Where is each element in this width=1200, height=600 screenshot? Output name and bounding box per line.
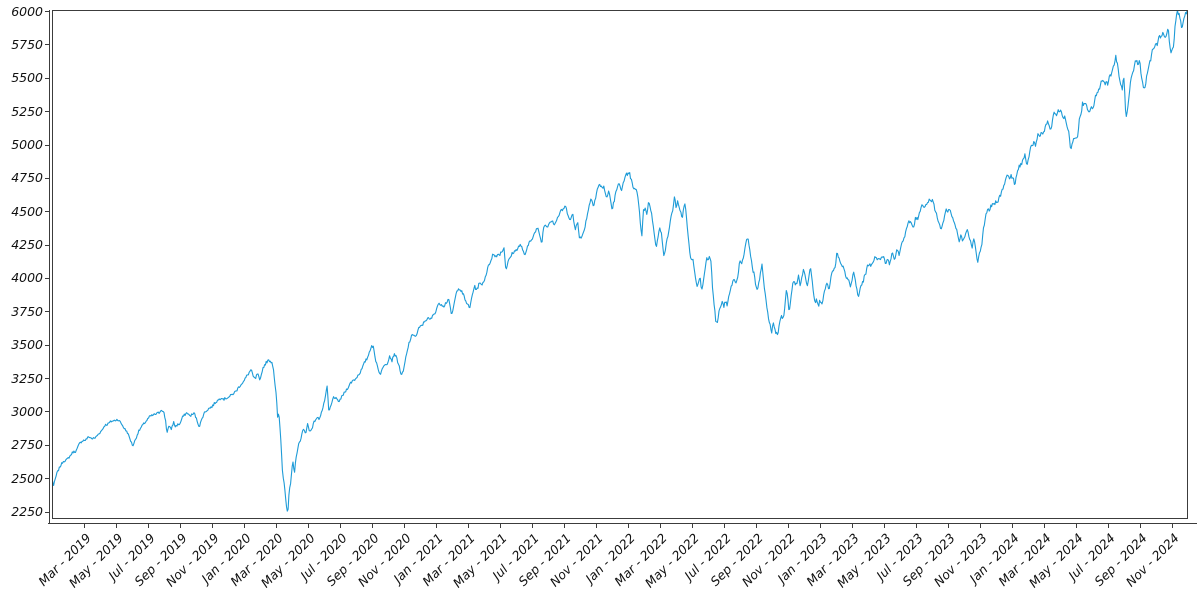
y-tick-mark (45, 244, 49, 246)
y-tick-mark (45, 44, 49, 46)
x-tick-mark (883, 524, 885, 528)
y-tick-mark (45, 277, 49, 279)
y-tick-mark (45, 411, 49, 413)
y-tick-label: 2750 (11, 437, 43, 453)
y-tick-mark (45, 11, 49, 12)
plot-area (52, 10, 1188, 519)
x-tick-mark (787, 524, 789, 528)
x-tick-mark (755, 524, 757, 528)
x-tick-mark (1075, 524, 1077, 528)
x-tick-mark (467, 524, 469, 528)
x-tick-mark (435, 524, 437, 528)
y-tick-label: 6000 (11, 3, 43, 19)
y-tick-label: 4250 (11, 237, 43, 253)
x-tick-mark (691, 524, 693, 528)
x-axis-line (48, 523, 1197, 524)
x-tick-mark (211, 524, 213, 528)
y-tick-mark (45, 211, 49, 213)
y-tick-mark (45, 111, 49, 113)
x-tick-mark (403, 524, 405, 528)
x-tick-mark (115, 524, 117, 528)
price-line-series (53, 11, 1187, 512)
x-tick-mark (307, 524, 309, 528)
y-tick-label: 3250 (11, 370, 43, 386)
y-tick-mark (45, 77, 49, 79)
x-tick-mark (851, 524, 853, 528)
x-tick-mark (147, 524, 149, 528)
y-tick-mark (45, 311, 49, 313)
x-tick-mark (531, 524, 533, 528)
y-tick-mark (45, 144, 49, 146)
y-tick-label: 5500 (11, 70, 43, 86)
line-chart-svg (53, 11, 1187, 512)
y-tick-mark (45, 378, 49, 380)
x-tick-mark (915, 524, 917, 528)
y-tick-label: 4500 (11, 203, 43, 219)
x-tick-mark (371, 524, 373, 528)
x-tick-mark (723, 524, 725, 528)
y-tick-label: 2250 (11, 504, 43, 520)
x-tick-mark (819, 524, 821, 528)
x-tick-mark (659, 524, 661, 528)
x-tick-mark (979, 524, 981, 528)
x-tick-mark (83, 524, 85, 528)
y-tick-label: 3000 (11, 403, 43, 419)
x-tick-mark (947, 524, 949, 528)
y-tick-label: 4000 (11, 270, 43, 286)
x-tick-mark (595, 524, 597, 528)
y-tick-mark (45, 511, 49, 513)
y-tick-mark (45, 344, 49, 346)
y-tick-label: 2500 (11, 470, 43, 486)
x-tick-mark (1139, 524, 1141, 528)
x-tick-mark (1107, 524, 1109, 528)
y-tick-label: 3500 (11, 337, 43, 353)
x-tick-mark (179, 524, 181, 528)
y-tick-label: 5000 (11, 137, 43, 152)
y-tick-mark (45, 444, 49, 446)
x-tick-mark (499, 524, 501, 528)
x-tick-mark (339, 524, 341, 528)
x-tick-mark (627, 524, 629, 528)
x-tick-mark (1043, 524, 1045, 528)
y-axis-line (49, 10, 50, 523)
x-tick-mark (563, 524, 565, 528)
x-tick-mark (1171, 524, 1173, 528)
x-tick-mark (1011, 524, 1013, 528)
y-tick-label: 5250 (11, 103, 43, 119)
y-tick-mark (45, 478, 49, 480)
y-tick-mark (45, 177, 49, 179)
x-tick-mark (243, 524, 245, 528)
y-tick-label: 5750 (11, 36, 43, 52)
y-tick-label: 4750 (11, 170, 43, 186)
y-tick-label: 3750 (11, 303, 43, 319)
x-tick-mark (275, 524, 277, 528)
